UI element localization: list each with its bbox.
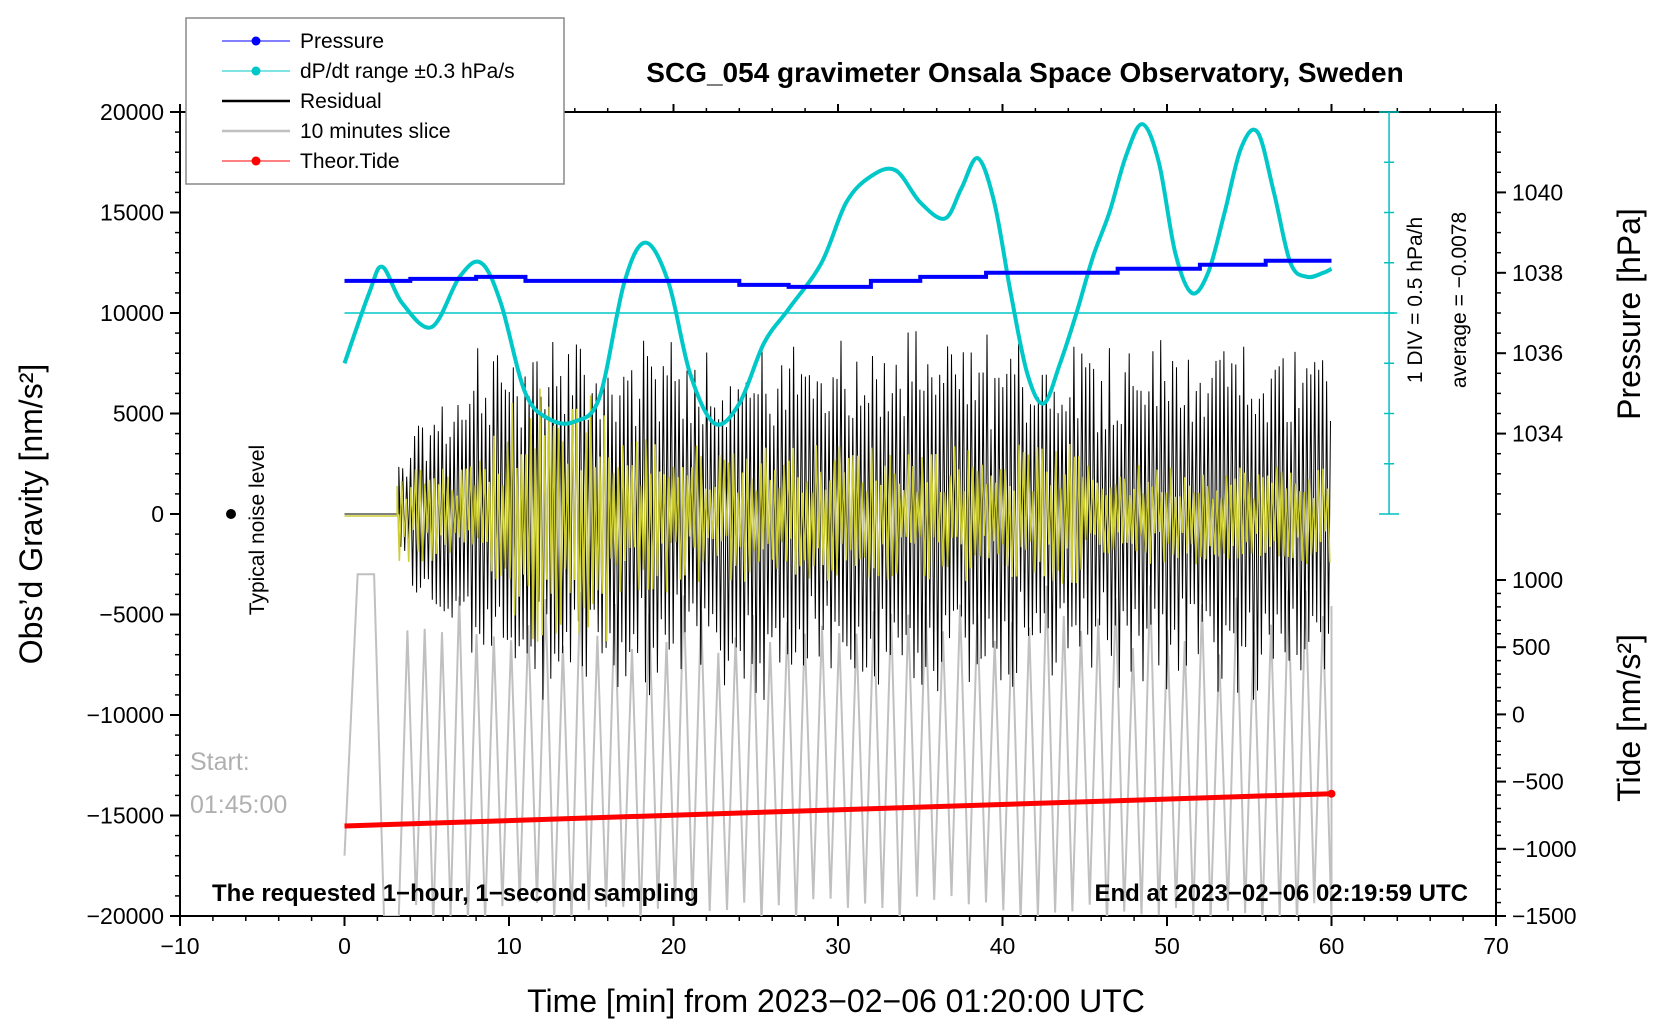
pressure-tick-label: 1040: [1512, 179, 1563, 205]
y-tick-label: −10000: [87, 702, 164, 728]
tide-tick-label: −1500: [1512, 903, 1577, 929]
legend-label: 10 minutes slice: [300, 120, 451, 143]
tide-tick-label: 1000: [1512, 567, 1563, 593]
residual-series-line: [344, 331, 1331, 700]
x-axis-title: Time [min] from 2023−02−06 01:20:00 UTC: [527, 983, 1145, 1019]
legend-label: Pressure: [300, 30, 384, 53]
tide-tick-label: 500: [1512, 634, 1550, 660]
axes-layer: −10 0 10 20 30 40 50 60 70−20000−15000−10000−500…: [87, 99, 1577, 959]
pressure-tick-label: 1038: [1512, 260, 1563, 286]
legend-marker: [251, 36, 261, 46]
y-tick-label: 0: [151, 501, 164, 527]
y-tick-label: 10000: [100, 300, 164, 326]
scale-note-line1: 1 DIV = 0.5 hPa/h: [1404, 217, 1427, 383]
tide-series-line: [344, 791, 1332, 829]
start-time: 01:45:00: [190, 791, 287, 819]
series-layer: [342, 122, 1398, 916]
x-tick-label: 30: [825, 933, 851, 959]
tide-tick-label: 0: [1512, 701, 1525, 727]
tide-axis-title: Tide [nm/s²]: [1611, 634, 1647, 802]
legend-label: dP/dt range ±0.3 hPa/s: [300, 60, 515, 83]
footer-left-note: The requested 1−hour, 1−second sampling: [212, 880, 699, 907]
pressure-series-line: [344, 258, 1332, 289]
y-tick-label: 20000: [100, 99, 164, 125]
start-label: Start:: [190, 748, 250, 776]
y-tick-label: −15000: [87, 803, 164, 829]
x-tick-label: 20: [661, 933, 687, 959]
y-axis-title: Obs’d Gravity [nm/s²]: [13, 364, 49, 665]
legend-marker: [251, 156, 261, 166]
filtered-series-line: [344, 388, 1331, 642]
scale-note-line2: average = −0.0078: [1448, 212, 1471, 388]
noise-level-marker: [226, 509, 236, 519]
x-tick-label: −10: [160, 933, 199, 959]
y-tick-label: −20000: [87, 903, 164, 929]
dpdt-series-line: [342, 122, 1333, 427]
tide-tick-label: −500: [1512, 769, 1564, 795]
y-tick-label: 15000: [100, 200, 164, 226]
pressure-tick-label: 1034: [1512, 421, 1563, 447]
tide-series-endpoint: [1327, 789, 1336, 798]
x-tick-label: 40: [990, 933, 1016, 959]
pressure-tick-label: 1036: [1512, 340, 1563, 366]
legend-label: Theor.Tide: [300, 150, 400, 173]
legend-label: Residual: [300, 90, 382, 113]
tide-tick-label: −1000: [1512, 836, 1577, 862]
chart-title: SCG_054 gravimeter Onsala Space Observat…: [646, 57, 1403, 88]
y-tick-label: 5000: [113, 401, 164, 427]
x-tick-label: 70: [1483, 933, 1509, 959]
slice-series-line: [343, 573, 1333, 916]
x-tick-label: 10: [496, 933, 522, 959]
x-tick-label: 0: [338, 933, 351, 959]
noise-level-label: Typical noise level: [246, 445, 269, 615]
legend: Pressure dP/dt range ±0.3 hPa/s Residual 10…: [185, 17, 565, 185]
y-tick-label: −5000: [99, 602, 164, 628]
x-tick-label: 50: [1154, 933, 1180, 959]
legend-marker: [251, 66, 261, 76]
footer-right-note: End at 2023−02−06 02:19:59 UTC: [1094, 880, 1468, 907]
x-tick-label: 60: [1319, 933, 1345, 959]
pressure-axis-title: Pressure [hPa]: [1611, 208, 1647, 420]
